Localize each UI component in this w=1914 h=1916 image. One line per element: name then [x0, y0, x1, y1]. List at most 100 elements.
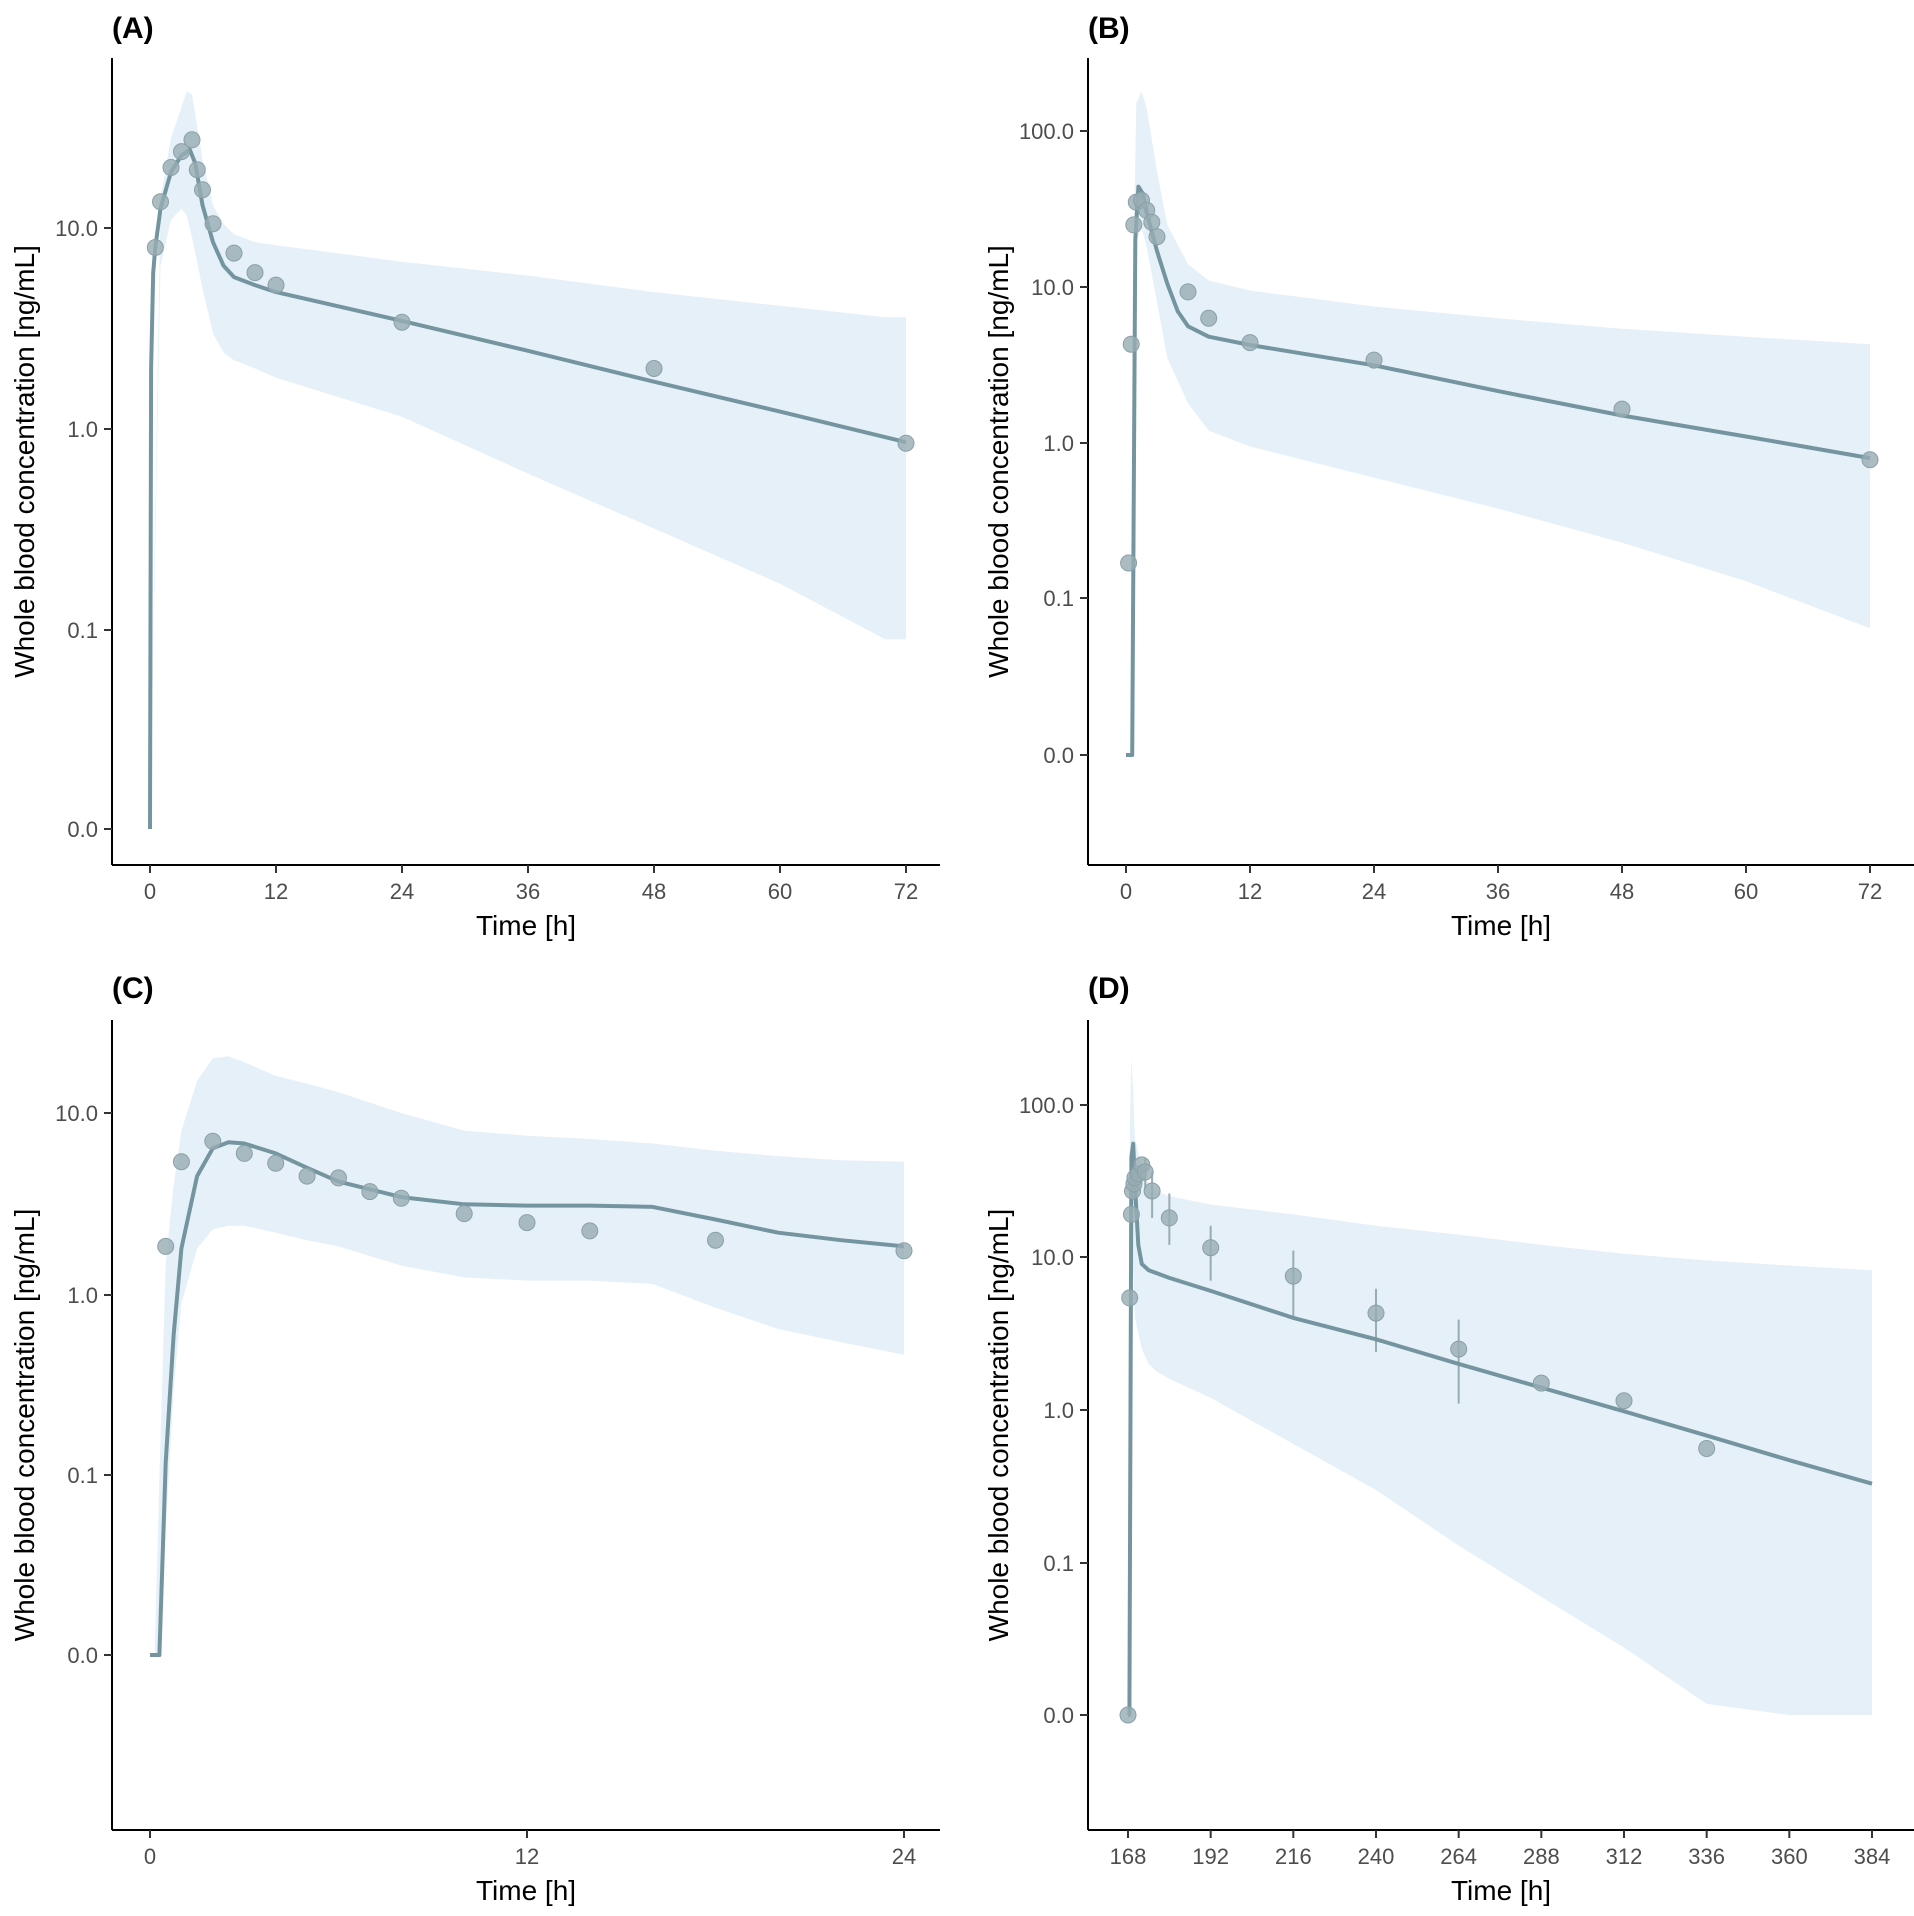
observed-point [204, 1132, 222, 1150]
y-axis-title: Whole blood concentration [ng/mL] [983, 245, 1014, 678]
observed-point [267, 1154, 285, 1172]
observed-point [1160, 1209, 1178, 1227]
x-axis-title: Time [h] [1451, 1875, 1551, 1906]
x-tick-label: 0 [144, 879, 156, 904]
observed-point [194, 181, 211, 199]
x-tick-label: 312 [1606, 1844, 1643, 1869]
x-tick-label: 192 [1192, 1844, 1229, 1869]
observed-point [1202, 1239, 1220, 1257]
x-tick-label: 360 [1771, 1844, 1808, 1869]
observed-point [1143, 1182, 1161, 1200]
x-axis-title: Time [h] [476, 910, 576, 941]
x-tick-label: 24 [1362, 879, 1386, 904]
observed-point [173, 143, 190, 161]
observed-point [1119, 1706, 1137, 1724]
x-tick-label: 36 [516, 879, 540, 904]
model-prediction-line [150, 1140, 905, 1657]
observed-point [267, 276, 285, 294]
x-tick-label: 336 [1688, 1844, 1725, 1869]
x-tick-label: 60 [1734, 879, 1758, 904]
y-tick-label: 10.0 [1031, 275, 1074, 300]
y-axis-title: Whole blood concentration [ng/mL] [9, 1209, 40, 1642]
x-tick-label: 48 [642, 879, 666, 904]
y-tick-label: 0.0 [67, 817, 98, 842]
prediction-band [1128, 1057, 1872, 1715]
observed-point [183, 131, 201, 149]
observed-point [707, 1231, 724, 1249]
y-tick-label: 10.0 [55, 216, 98, 241]
panel-3: 168 192 216 240 264 288 312 336 360 384 0.0 0.1 1.0 1… [983, 972, 1914, 1906]
x-tick-label: 12 [1238, 879, 1262, 904]
observed-point [1698, 1440, 1716, 1457]
observed-point [1367, 1304, 1385, 1322]
panel-2: 0 12 24 0.0 0.1 1.0 10.0 Time [h] Whole blood co… [9, 972, 940, 1906]
panel-label: (B) [1088, 12, 1130, 45]
observed-point [1532, 1374, 1550, 1392]
observed-point [455, 1205, 473, 1223]
x-tick-label: 12 [515, 1844, 539, 1869]
prediction-band [150, 1056, 904, 1655]
observed-point [895, 1242, 913, 1260]
observed-point [246, 264, 264, 282]
x-tick-label: 48 [1610, 879, 1634, 904]
observed-point [188, 161, 206, 179]
panel-1: 0 12 24 36 48 60 72 0.0 0.1 1.0 10.0 100.0 Time [h] W… [983, 12, 1914, 941]
x-tick-label: 0 [144, 1844, 156, 1869]
panel-label: (C) [112, 972, 154, 1005]
x-tick-label: 12 [264, 879, 288, 904]
observed-point [581, 1222, 599, 1240]
x-axis-title: Time [h] [476, 1875, 576, 1906]
model-prediction-line [1127, 1141, 1873, 1717]
observed-point [1120, 554, 1138, 572]
x-tick-label: 0 [1120, 879, 1132, 904]
x-tick-label: 72 [894, 879, 918, 904]
x-tick-label: 72 [1858, 879, 1882, 904]
y-tick-label: 0.0 [67, 1643, 98, 1668]
x-tick-label: 24 [892, 1844, 916, 1869]
observed-point [1241, 334, 1259, 352]
observed-point [1615, 1392, 1633, 1410]
panel-label: (A) [112, 12, 154, 45]
y-tick-label: 0.1 [67, 1463, 98, 1488]
observed-point [1122, 335, 1140, 353]
observed-point [1613, 400, 1631, 418]
panel-0: 0 12 24 36 48 60 72 0.0 0.1 1.0 10.0 Time [h] Whole … [9, 12, 940, 941]
x-axis-title: Time [h] [1451, 910, 1551, 941]
x-tick-label: 288 [1523, 1844, 1560, 1869]
y-axis-title: Whole blood concentration [ng/mL] [983, 1209, 1014, 1642]
y-tick-label: 1.0 [67, 1283, 98, 1308]
y-tick-label: 1.0 [1043, 431, 1074, 456]
x-tick-label: 264 [1440, 1844, 1477, 1869]
observed-point [1148, 228, 1166, 246]
observed-point [1125, 216, 1143, 234]
observed-point [146, 239, 164, 256]
observed-point [1450, 1340, 1468, 1358]
x-tick-label: 240 [1358, 1844, 1395, 1869]
observed-point [172, 1153, 190, 1171]
y-axis-title: Whole blood concentration [ng/mL] [9, 245, 40, 678]
observed-point [1122, 1205, 1140, 1223]
observed-point [1121, 1289, 1139, 1307]
observed-point [298, 1167, 316, 1185]
observed-point [330, 1169, 347, 1187]
observed-point [1284, 1267, 1302, 1285]
y-tick-label: 0.1 [1043, 1551, 1074, 1576]
y-tick-label: 100.0 [1019, 119, 1074, 144]
y-tick-label: 0.1 [67, 618, 98, 643]
observed-point [162, 159, 180, 176]
observed-point [235, 1144, 253, 1162]
observed-point [393, 313, 411, 331]
x-tick-label: 24 [390, 879, 414, 904]
observed-point [518, 1214, 536, 1232]
y-tick-label: 0.0 [1043, 1703, 1074, 1728]
y-tick-label: 10.0 [1031, 1245, 1074, 1270]
x-tick-label: 168 [1110, 1844, 1147, 1869]
observed-point [225, 244, 243, 262]
observed-point [1200, 309, 1218, 327]
observed-point [157, 1237, 175, 1255]
y-tick-label: 10.0 [55, 1101, 98, 1126]
observed-point [1136, 1163, 1154, 1181]
observed-point [1861, 451, 1879, 469]
observed-point [1179, 283, 1197, 301]
